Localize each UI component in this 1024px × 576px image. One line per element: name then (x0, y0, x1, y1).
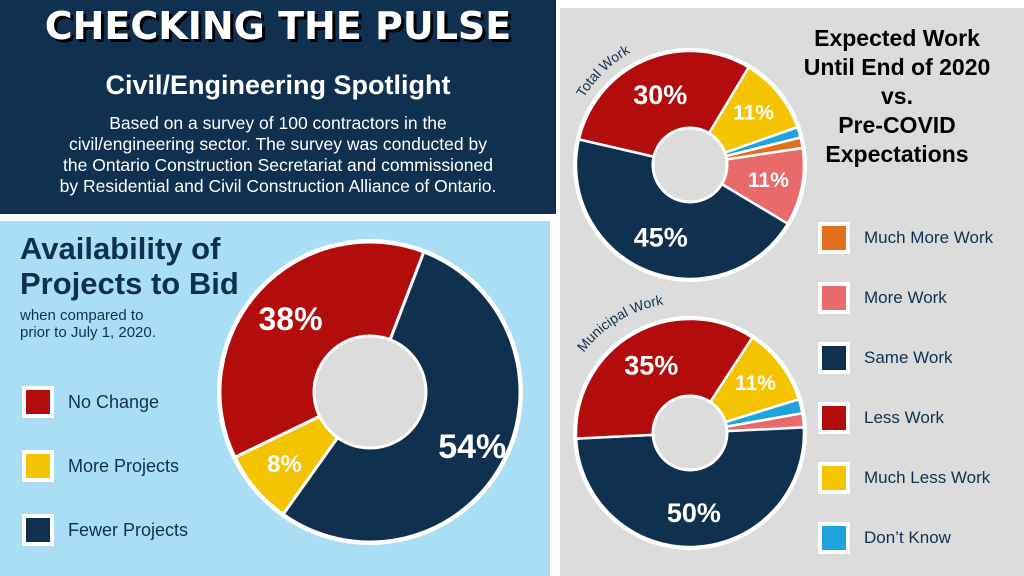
legend-swatch (818, 522, 850, 554)
legend-label: Less Work (864, 408, 944, 427)
availability-subtitle-line: when compared to (20, 307, 144, 324)
donut-slices (573, 316, 807, 550)
slice-label-no-change: 38% (258, 301, 322, 337)
slice-label-more-projects: 8% (267, 451, 302, 478)
legend-item-fewer-projects: Fewer Projects (22, 514, 188, 546)
legend-swatch (818, 462, 850, 494)
expected-work-title: Expected Work Until End of 2020 vs. Pre-… (770, 24, 1024, 169)
donut-hole (651, 126, 729, 204)
pie-slice-same-work (574, 426, 806, 549)
description-line: Based on a survey of 100 contractors in … (109, 113, 447, 133)
legend-swatch (818, 402, 850, 434)
description-line: by Residential and Civil Construction Al… (59, 176, 497, 196)
legend-label: No Change (68, 391, 160, 412)
legend-swatch (22, 514, 54, 546)
availability-title: Availability of Projects to Bid (20, 231, 280, 301)
pie-slice-no-change (218, 240, 426, 459)
description-line: civil/engineering sector. The survey was… (69, 134, 487, 154)
legend-item-dont-know: Don’t Know (818, 522, 951, 554)
legend-item-less-work: Less Work (818, 402, 944, 434)
legend-swatch (818, 282, 850, 314)
slice-label-fewer-projects: 54% (438, 428, 506, 466)
description-line: the Ontario Construction Secretariat and… (63, 155, 493, 175)
donut-slices (217, 239, 523, 545)
legend-item-same-work: Same Work (818, 342, 953, 374)
legend-item-more-projects: More Projects (22, 450, 179, 482)
donut-hole (312, 334, 428, 450)
pie-slice-less-work (574, 317, 754, 440)
legend-swatch (818, 342, 850, 374)
availability-title-line: Availability of (20, 231, 221, 266)
survey-description: Based on a survey of 100 contractors in … (12, 113, 544, 197)
header-panel: CHECKING THE PULSE Civil/Engineering Spo… (0, 0, 556, 214)
legend-label: Don’t Know (864, 528, 951, 547)
slice-label-less-work: 35% (624, 350, 678, 380)
slice-label-much-less-work: 11% (733, 102, 774, 125)
main-title: CHECKING THE PULSE (44, 4, 512, 48)
legend-label: More Projects (68, 455, 180, 476)
legend-swatch (22, 450, 54, 482)
slice-label-less-work: 30% (633, 80, 687, 110)
slice-label-more-work: 11% (748, 169, 789, 192)
legend-item-much-more-work: Much More Work (818, 222, 993, 254)
legend-swatch (818, 222, 850, 254)
legend-item-no-change: No Change (22, 386, 159, 418)
expected-title-line: Pre-COVID (838, 112, 956, 138)
slice-label-much-less-work: 11% (735, 372, 776, 395)
availability-title-line: Projects to Bid (20, 266, 239, 301)
expected-title-line: Expected Work (814, 25, 980, 51)
pie-slice-same-work (574, 138, 789, 281)
subtitle: Civil/Engineering Spotlight (105, 70, 451, 100)
legend-label: Same Work (864, 348, 953, 367)
expected-title-line: Expectations (825, 141, 969, 167)
availability-subtitle-line: prior to July 1, 2020. (20, 324, 156, 341)
availability-subtitle: when compared to prior to July 1, 2020. (20, 307, 220, 341)
legend-label: Fewer Projects (68, 519, 189, 540)
legend-label: Much Less Work (864, 468, 991, 487)
donut-slices (573, 48, 807, 282)
donut-hole (651, 394, 729, 472)
expected-title-line: Until End of 2020 (803, 54, 991, 80)
legend-swatch (22, 386, 54, 418)
legend-label: Much More Work (864, 228, 994, 247)
expected-title-line: vs. (881, 83, 913, 109)
legend-label: More Work (864, 288, 947, 307)
slice-label-same-work: 45% (634, 222, 688, 252)
legend-item-more-work: More Work (818, 282, 947, 314)
legend-item-much-less-work: Much Less Work (818, 462, 990, 494)
slice-label-same-work: 50% (667, 498, 721, 528)
